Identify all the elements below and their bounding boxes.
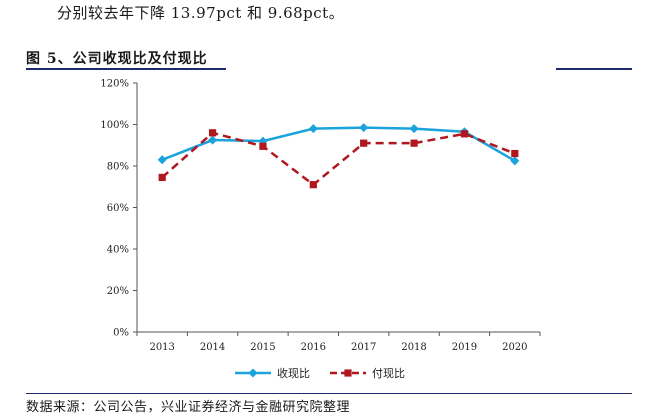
y-tick-label: 0% [113,328,129,339]
data-point [208,135,218,145]
series-line [161,131,516,187]
series-line [161,126,516,162]
data-point [410,139,418,147]
x-tick-label: 2020 [502,342,527,353]
y-tick-label: 40% [107,245,129,256]
data-point [259,142,267,150]
data-point [157,155,167,165]
x-tick-label: 2015 [250,342,275,353]
data-point [208,129,217,137]
legend: 收现比 付现比 [235,366,405,380]
data-point [309,181,317,189]
x-tick-label: 2019 [452,342,477,353]
legend-label: 付现比 [372,367,405,380]
series-layer [157,123,520,189]
y-tick-label: 20% [107,286,129,297]
series-cash-receipt-ratio [157,123,520,166]
chart-axes [133,82,541,336]
data-point [511,149,519,158]
data-point [359,123,369,133]
data-point [158,173,166,182]
legend-label: 收现比 [277,366,310,380]
data-point [409,124,419,134]
data-point [510,156,520,166]
y-tick-label: 60% [107,203,129,214]
y-tick-label: 100% [100,120,129,131]
y-tick-labels: 0% 20% 40% 60% 80% 100% 120% [100,79,129,339]
figure-title: 图 5、公司收现比及付现比 [26,51,208,67]
data-point [360,139,368,147]
y-tick-label: 80% [107,162,129,173]
series-cash-payment-ratio [158,129,519,189]
data-point [460,130,469,138]
legend-marker [248,368,258,378]
x-tick-label: 2017 [351,342,376,353]
source-rule [26,393,632,394]
data-point [308,124,318,134]
title-rule-left [26,68,226,70]
x-tick-labels: 2013 2014 2015 2016 2017 2018 2019 2020 [149,342,527,353]
source-note: 数据来源：公司公告，兴业证券经济与金融研究院整理 [26,400,351,415]
x-tick-label: 2014 [200,342,225,353]
x-tick-label: 2018 [401,342,426,353]
legend-marker [344,369,352,377]
x-tick-label: 2016 [301,342,326,353]
y-tick-label: 120% [100,79,129,90]
header-text: 分别较去年下降 13.97pct 和 9.68pct。 [57,4,345,22]
title-rule-right [556,68,632,70]
x-tick-label: 2013 [149,342,174,353]
